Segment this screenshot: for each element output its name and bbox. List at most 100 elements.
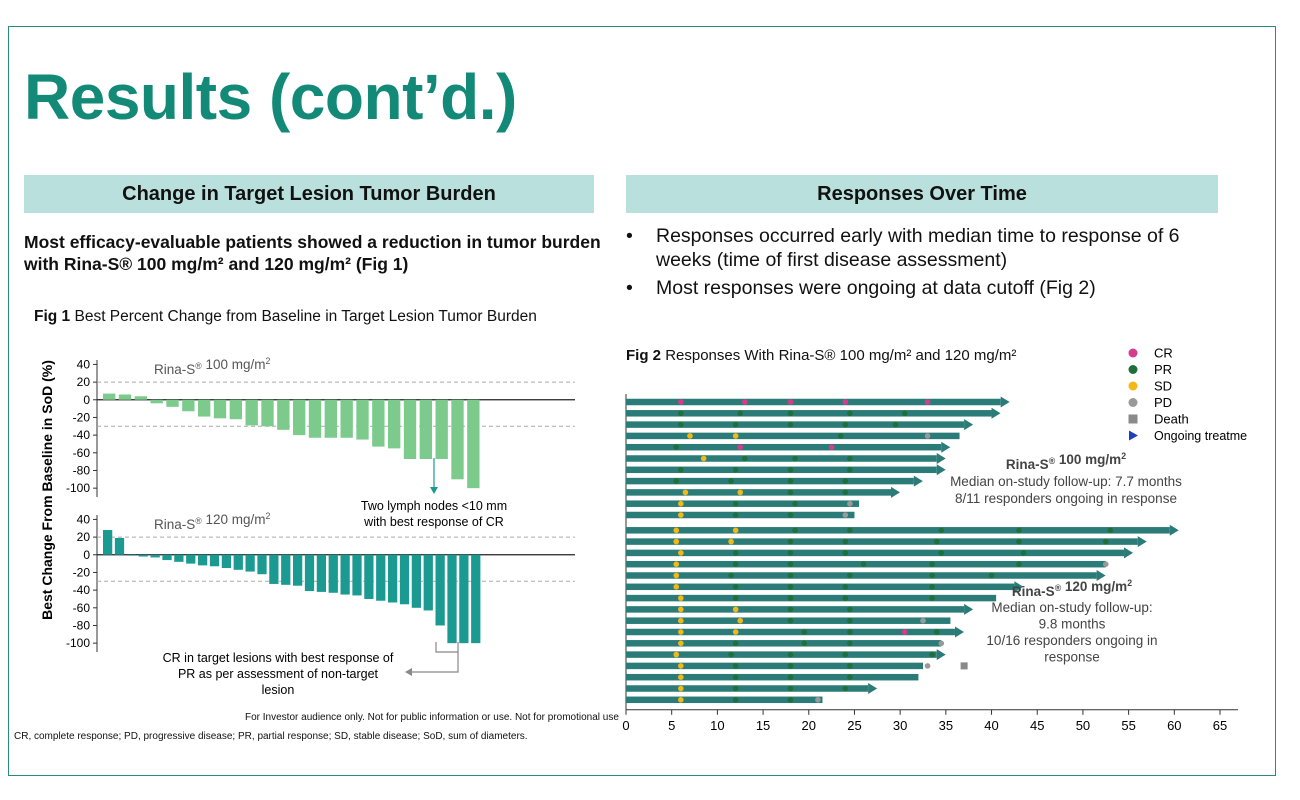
response-marker bbox=[687, 433, 693, 439]
response-marker bbox=[842, 584, 849, 590]
waterfall-chart: Best Change From Baseline in SoD (%) 40 20… bbox=[39, 356, 575, 697]
waterfall-bar bbox=[419, 399, 433, 459]
x-tick-label: 60 bbox=[1167, 718, 1181, 733]
response-marker bbox=[700, 455, 707, 462]
group-label-title: Rina-S® 100 mg/m2 bbox=[1006, 451, 1126, 472]
response-marker bbox=[732, 685, 739, 692]
response-marker bbox=[929, 561, 935, 567]
annotation-text: lesion bbox=[262, 683, 295, 697]
response-marker bbox=[732, 640, 739, 647]
response-marker bbox=[842, 478, 849, 484]
legend-label: PD bbox=[1154, 395, 1172, 410]
y-tick-label: -20 bbox=[73, 565, 91, 579]
response-marker bbox=[787, 561, 794, 567]
annotation-text: CR in target lesions with best response … bbox=[163, 651, 394, 665]
response-marker bbox=[828, 444, 835, 450]
response-marker bbox=[924, 663, 931, 669]
response-marker bbox=[938, 640, 945, 647]
ongoing-arrowhead bbox=[936, 464, 946, 476]
response-marker bbox=[787, 606, 794, 613]
waterfall-bar bbox=[233, 554, 243, 570]
annotation-text: with best response of CR bbox=[363, 515, 504, 529]
response-marker bbox=[847, 455, 853, 462]
response-marker bbox=[792, 500, 798, 507]
response-marker bbox=[792, 527, 798, 534]
panel-label: Rina-S® 100 mg/m2 bbox=[154, 356, 271, 377]
response-marker bbox=[787, 478, 794, 484]
response-marker bbox=[678, 697, 684, 703]
ongoing-arrowhead bbox=[1000, 396, 1010, 408]
x-tick-label: 55 bbox=[1121, 718, 1135, 733]
swimmer-bar bbox=[626, 466, 937, 474]
bullet-marker: • bbox=[626, 225, 633, 247]
response-marker bbox=[842, 685, 849, 692]
swimmer-bar bbox=[626, 549, 1125, 557]
y-tick-label: 20 bbox=[77, 530, 91, 544]
response-marker bbox=[933, 629, 940, 635]
y-tick-label: -80 bbox=[73, 618, 91, 632]
legend-swatch bbox=[1128, 348, 1138, 358]
x-tick-label: 15 bbox=[756, 718, 770, 733]
response-marker bbox=[787, 674, 794, 680]
response-marker bbox=[933, 538, 940, 545]
response-marker bbox=[732, 527, 739, 534]
response-marker bbox=[732, 606, 739, 613]
ongoing-arrowhead bbox=[1124, 547, 1134, 559]
response-marker bbox=[924, 399, 931, 405]
waterfall-bar bbox=[388, 399, 401, 449]
group-label-title: Rina-S® 120 mg/m2 bbox=[1012, 578, 1132, 599]
waterfall-bar bbox=[399, 554, 410, 605]
response-marker bbox=[732, 500, 739, 507]
waterfall-bar bbox=[451, 399, 464, 480]
response-marker bbox=[847, 410, 853, 417]
waterfall-bar bbox=[269, 554, 279, 584]
waterfall-bar bbox=[471, 554, 481, 644]
x-tick-label: 30 bbox=[893, 718, 907, 733]
waterfall-bar bbox=[114, 537, 125, 555]
waterfall-bar bbox=[198, 399, 211, 417]
y-tick-label: 0 bbox=[83, 393, 90, 407]
response-marker bbox=[787, 399, 794, 405]
response-marker bbox=[732, 550, 739, 556]
legend-swatch bbox=[1129, 430, 1138, 441]
waterfall-bar bbox=[174, 554, 184, 562]
waterfall-bar bbox=[372, 399, 385, 447]
legend-label: PR bbox=[1154, 362, 1172, 377]
waterfall-bar bbox=[328, 554, 338, 593]
response-marker bbox=[787, 697, 794, 703]
x-tick-label: 40 bbox=[984, 718, 998, 733]
group-label-line: response bbox=[1044, 650, 1100, 665]
swimmer-bar bbox=[626, 640, 942, 647]
waterfall-bar bbox=[293, 554, 303, 586]
annotation-bracket bbox=[435, 642, 459, 653]
response-marker bbox=[737, 617, 744, 624]
x-tick-label: 65 bbox=[1213, 718, 1227, 733]
waterfall-bar bbox=[213, 399, 227, 419]
fig2-caption: Fig 2 Responses With Rina-S® 100 mg/m² a… bbox=[626, 346, 1146, 365]
waterfall-bar bbox=[209, 554, 220, 567]
response-marker bbox=[673, 584, 680, 590]
y-tick-label: 40 bbox=[77, 512, 91, 526]
fig1-title-text: Best Percent Change from Baseline in Tar… bbox=[74, 308, 537, 325]
ongoing-arrowhead bbox=[891, 486, 901, 498]
waterfall-bar bbox=[103, 530, 113, 555]
ongoing-arrowhead bbox=[936, 649, 946, 661]
abbreviation-footnote: CR, complete response; PD, progressive d… bbox=[14, 731, 528, 742]
response-marker bbox=[673, 444, 680, 450]
response-marker bbox=[732, 697, 739, 703]
response-marker bbox=[929, 572, 935, 579]
response-marker bbox=[732, 467, 739, 473]
page-title: Results (cont’d.) bbox=[24, 61, 517, 133]
y-tick-label: -80 bbox=[73, 463, 91, 477]
annotation-leader bbox=[412, 652, 459, 673]
ongoing-arrowhead bbox=[964, 419, 974, 431]
waterfall-bar bbox=[293, 399, 306, 436]
response-marker bbox=[787, 572, 794, 579]
y-tick-label: -60 bbox=[73, 601, 91, 615]
waterfall-bar bbox=[221, 554, 232, 569]
response-marker bbox=[678, 399, 684, 405]
y-tick-label: -40 bbox=[73, 583, 91, 597]
response-marker bbox=[842, 595, 849, 601]
response-marker bbox=[732, 433, 739, 439]
